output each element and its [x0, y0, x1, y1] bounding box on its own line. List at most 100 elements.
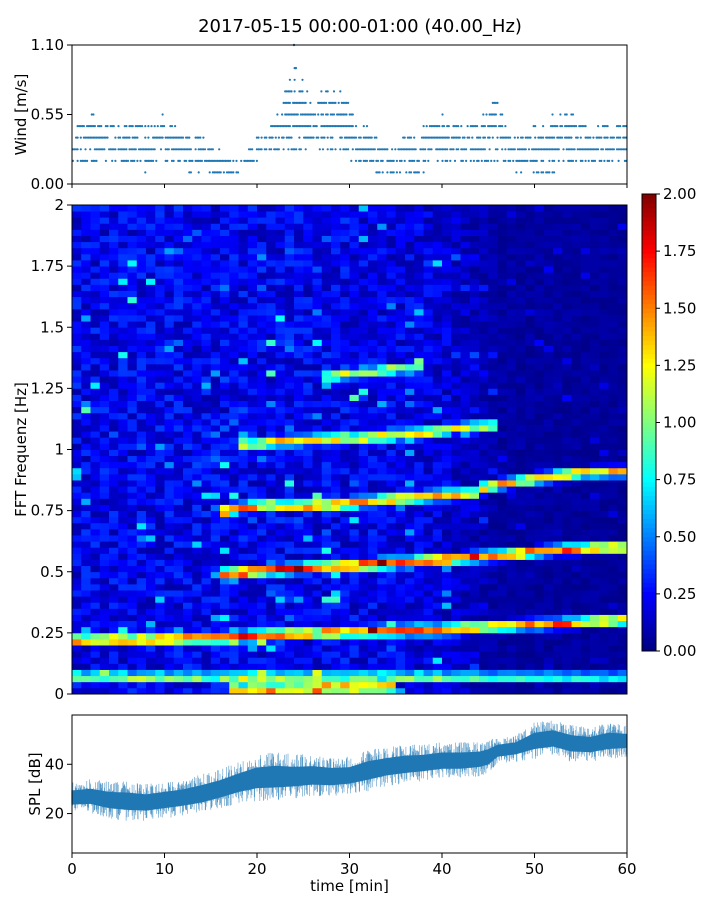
spectrogram-cell	[525, 211, 535, 218]
spectrogram-cell	[340, 590, 350, 597]
spectrogram-cell	[368, 590, 378, 597]
spectrogram-cell	[257, 253, 267, 261]
spectrogram-cell	[506, 498, 517, 505]
wind-point	[545, 171, 548, 174]
spectrogram-cell	[321, 626, 332, 634]
spectrogram-cell	[377, 235, 387, 243]
spectrogram-cell	[210, 339, 221, 346]
spectrogram-cell	[90, 596, 101, 603]
spectrogram-cell	[405, 596, 415, 603]
spectrogram-cell	[349, 345, 360, 353]
spectrogram-cell	[127, 266, 138, 273]
spectrogram-cell	[118, 308, 128, 316]
spectrogram-cell	[109, 669, 119, 677]
spectrogram-cell	[210, 596, 221, 603]
spectrogram-cell	[201, 638, 212, 646]
spectrogram-cell	[386, 388, 397, 395]
spectrogram-cell	[109, 577, 119, 585]
spectrogram-cell	[275, 486, 286, 493]
spectrogram-cell	[525, 223, 535, 230]
wind-point	[587, 159, 590, 162]
spectrogram-cell	[303, 675, 313, 683]
spectrogram-cell	[432, 535, 443, 542]
spectrogram-cell	[368, 492, 378, 499]
spectrogram-cell	[90, 345, 101, 353]
spectrogram-cell	[497, 370, 508, 377]
spectrogram-cell	[294, 565, 304, 573]
spectrogram-cell	[294, 247, 304, 255]
spectrogram-cell	[201, 363, 212, 371]
spectrogram-cell	[173, 669, 184, 677]
spectrogram-cell	[247, 565, 258, 573]
spectrogram-cell	[414, 461, 424, 469]
wind-point	[188, 148, 191, 151]
wind-point	[197, 136, 200, 139]
spectrogram-cell	[469, 266, 480, 273]
spectrogram-cell	[275, 504, 286, 512]
spectrogram-cell	[303, 205, 313, 212]
spectrogram-cell	[210, 559, 221, 567]
spectrogram-cell	[432, 632, 443, 640]
spectrogram-cell	[229, 296, 239, 304]
spectrogram-cell	[497, 565, 508, 573]
wind-point	[482, 148, 485, 151]
spectrogram-cell	[275, 663, 286, 670]
spectrogram-cell	[451, 339, 461, 346]
spectrogram-cell	[220, 675, 230, 683]
spectrogram-cell	[488, 382, 498, 389]
spectrogram-cell	[414, 486, 424, 493]
spectrogram-cell	[479, 663, 489, 670]
wind-point	[153, 136, 156, 139]
wind-point	[90, 159, 93, 162]
spectrogram-cell	[358, 217, 369, 224]
spectrogram-cell	[506, 388, 517, 395]
spectrogram-cell	[321, 388, 332, 395]
spectrogram-cell	[432, 620, 443, 628]
wind-point	[288, 136, 291, 139]
spectrogram-cell	[432, 498, 443, 505]
spectrogram-cell	[432, 412, 443, 420]
spectrogram-cell	[229, 327, 239, 334]
spectrogram-cell	[479, 547, 489, 554]
spectrogram-cell	[442, 473, 452, 481]
spectrogram-cell	[395, 461, 406, 469]
spectrogram-cell	[488, 522, 498, 530]
wind-point	[424, 159, 427, 162]
spectrogram-cell	[90, 357, 101, 365]
spectrogram-cell	[451, 516, 461, 524]
spectrogram-cell	[349, 455, 360, 463]
spectrogram-cell	[340, 547, 350, 554]
wind-point	[398, 171, 402, 174]
spectrogram-cell	[294, 296, 304, 304]
spectrogram-cell	[109, 223, 119, 230]
spectrogram-cell	[136, 357, 147, 365]
spectrogram-cell	[90, 669, 101, 677]
spectrogram-cell	[72, 571, 82, 579]
wind-point	[144, 171, 147, 174]
spectrogram-cell	[294, 608, 304, 615]
spectrogram-cell	[358, 669, 369, 677]
spectrogram-cell	[442, 553, 452, 560]
spectrogram-cell	[368, 431, 378, 438]
spectrogram-cell	[294, 571, 304, 579]
spectrogram-cell	[275, 687, 286, 695]
spectrogram-cell	[358, 608, 369, 615]
wind-point	[320, 125, 323, 128]
wind-point	[442, 125, 446, 128]
wind-point	[403, 159, 406, 162]
spectrogram-cell	[192, 632, 202, 640]
spectrogram-cell	[460, 260, 471, 267]
wind-point	[502, 136, 505, 139]
wind-point	[152, 136, 155, 139]
spectrogram-cell	[349, 351, 360, 359]
spectrogram-cell	[432, 516, 443, 524]
spectrogram-cell	[395, 284, 406, 291]
spectrogram-cell	[173, 266, 184, 273]
wind-point	[136, 125, 139, 128]
spectrogram-cell	[294, 357, 304, 365]
spectrogram-cell	[72, 535, 82, 542]
spectrogram-cell	[257, 382, 267, 389]
wind-point	[326, 113, 329, 116]
spectrogram-cell	[312, 370, 323, 377]
spectrogram-cell	[275, 229, 286, 236]
